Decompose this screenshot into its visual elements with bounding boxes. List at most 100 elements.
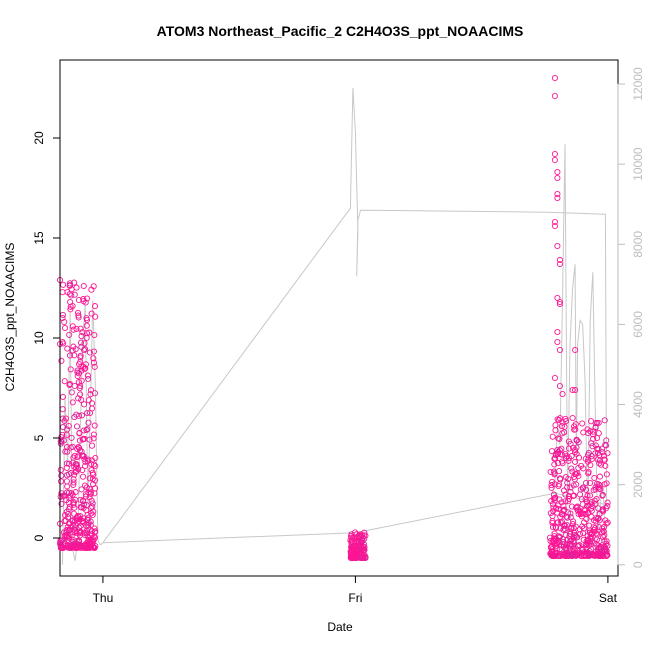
y-left-tick-label: 10 — [32, 331, 46, 345]
data-point — [587, 428, 594, 435]
data-point — [600, 533, 607, 540]
data-point — [353, 531, 360, 538]
data-point — [90, 481, 97, 488]
data-point — [91, 525, 98, 532]
data-point — [556, 298, 563, 306]
data-point — [351, 551, 358, 559]
data-point — [356, 546, 363, 554]
data-point — [551, 92, 558, 100]
data-point — [75, 395, 82, 402]
data-point — [598, 544, 605, 551]
data-point — [72, 346, 79, 353]
data-point — [583, 479, 590, 486]
x-tick-label: Sat — [599, 591, 618, 605]
data-point — [572, 426, 579, 433]
data-point — [84, 372, 91, 379]
data-point — [63, 489, 70, 496]
data-point — [77, 522, 84, 529]
data-point — [554, 168, 561, 176]
data-point — [551, 150, 558, 158]
data-point — [551, 374, 558, 382]
data-point — [63, 478, 70, 485]
x-tick-label: Thu — [93, 591, 114, 605]
data-point — [66, 520, 73, 527]
data-point — [90, 355, 97, 362]
data-point — [65, 506, 72, 513]
data-point — [551, 156, 558, 164]
data-point — [604, 499, 611, 506]
data-point — [551, 533, 558, 540]
data-point — [572, 552, 579, 559]
data-point — [60, 492, 67, 499]
data-point — [354, 534, 361, 541]
data-point — [77, 358, 84, 366]
data-point — [572, 448, 579, 456]
data-point — [68, 292, 75, 299]
data-point — [85, 419, 92, 426]
data-point — [80, 498, 87, 505]
data-point — [74, 372, 81, 380]
data-point — [78, 486, 85, 493]
scatter-point-layer — [56, 74, 611, 562]
data-point — [85, 375, 92, 383]
data-point — [574, 543, 581, 550]
data-point — [580, 429, 587, 436]
data-point — [567, 528, 574, 535]
data-point — [554, 190, 561, 198]
plot-frame — [59, 59, 619, 577]
data-point — [560, 536, 567, 543]
data-point — [91, 363, 98, 370]
data-point — [549, 524, 557, 531]
data-point — [90, 359, 97, 366]
data-point — [80, 435, 87, 442]
data-point — [91, 477, 99, 484]
data-point — [549, 518, 556, 525]
data-point — [72, 489, 79, 496]
data-point — [554, 194, 561, 202]
data-point — [592, 486, 599, 493]
data-point — [565, 475, 572, 482]
data-point — [579, 501, 586, 508]
data-point — [585, 551, 592, 559]
data-point — [90, 348, 97, 355]
data-point — [592, 552, 599, 559]
y-right-tick-label: 6000 — [631, 311, 645, 338]
data-point — [562, 498, 569, 505]
data-point — [584, 510, 592, 517]
data-point — [577, 509, 584, 516]
data-point — [575, 439, 582, 446]
data-point — [560, 487, 568, 494]
data-point — [551, 461, 558, 468]
data-point — [80, 501, 87, 508]
data-point — [595, 419, 602, 426]
data-point — [59, 289, 66, 296]
data-point — [602, 505, 609, 512]
data-point — [576, 491, 584, 498]
data-point — [596, 457, 604, 464]
data-point — [551, 471, 558, 478]
data-point — [570, 492, 578, 499]
data-point — [64, 426, 71, 433]
data-point — [84, 425, 91, 433]
data-point — [74, 369, 81, 376]
data-point — [70, 459, 77, 466]
data-point — [600, 552, 607, 560]
data-point — [70, 326, 77, 333]
data-point — [69, 443, 76, 450]
data-point — [570, 518, 577, 525]
y-right-tick-label: 4000 — [631, 391, 645, 418]
data-point — [88, 400, 96, 407]
data-point — [58, 472, 65, 479]
data-point — [586, 492, 594, 499]
data-point — [588, 440, 595, 447]
data-point — [573, 450, 580, 457]
data-point — [596, 460, 603, 467]
data-point — [601, 532, 608, 539]
data-point — [76, 524, 83, 531]
altitude-line-1 — [102, 492, 558, 544]
data-point — [552, 422, 559, 429]
data-point — [66, 331, 73, 338]
data-point — [84, 409, 91, 417]
data-point — [57, 493, 64, 500]
data-point — [578, 547, 585, 554]
